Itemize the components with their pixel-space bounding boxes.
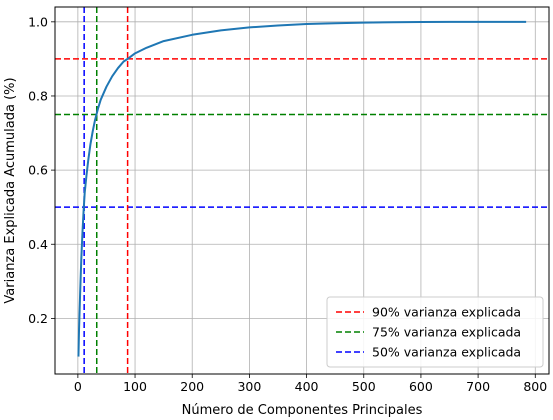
- x-tick-label-6: 600: [409, 379, 433, 394]
- ticks: 0 100 200 300 400 500 600 700 800 0.2 0.4 0.6 0.8 1.0: [28, 14, 547, 394]
- y-tick-label-3: 0.8: [28, 88, 48, 103]
- x-tick-label-7: 700: [466, 379, 490, 394]
- plot-area: [55, 7, 549, 374]
- x-axis-label: Número de Componentes Principales: [182, 403, 423, 418]
- legend-label-1: 75% varianza explicada: [372, 325, 521, 340]
- legend-box: [326, 296, 544, 368]
- axes-frame: [54, 6, 550, 375]
- x-tick-label-4: 400: [295, 379, 319, 394]
- y-tick-label-1: 0.4: [28, 237, 48, 252]
- legend: 90% varianza explicada 75% varianza expli…: [326, 296, 544, 368]
- x-tick-label-3: 300: [237, 379, 261, 394]
- y-tick-label-2: 0.6: [28, 163, 48, 178]
- y-tick-label-0: 0.2: [28, 311, 48, 326]
- x-tick-label-2: 200: [180, 379, 204, 394]
- x-tick-label-0: 0: [74, 379, 82, 394]
- x-tick-label-8: 800: [523, 379, 547, 394]
- legend-label-2: 50% varianza explicada: [372, 345, 521, 360]
- x-tick-label-5: 500: [352, 379, 376, 394]
- x-tick-label-1: 100: [123, 379, 147, 394]
- y-axis-label: Varianza Explicada Acumulada (%): [3, 77, 18, 303]
- series-line-0: [77, 20, 527, 357]
- legend-label-0: 90% varianza explicada: [372, 305, 521, 320]
- y-tick-label-4: 1.0: [28, 14, 48, 29]
